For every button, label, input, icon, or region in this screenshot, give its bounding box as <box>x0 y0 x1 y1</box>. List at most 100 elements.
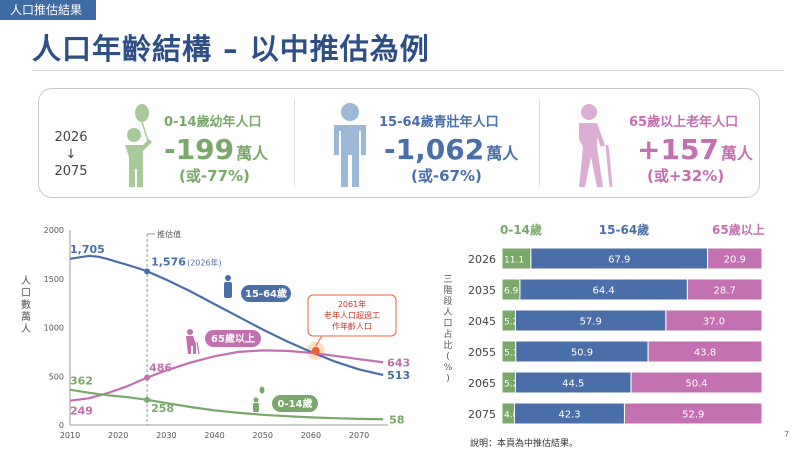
series-badge <box>272 395 318 412</box>
category-label: 2055 <box>468 346 496 359</box>
page-number: 7 <box>784 430 790 439</box>
bar-value-label: 6.9 <box>504 287 519 297</box>
y-tick-label: 0 <box>59 421 64 430</box>
category-label: 2065 <box>468 377 496 390</box>
bar-segment <box>686 278 763 301</box>
page-title: 人口年齡結構 – 以中推估為例 <box>32 32 430 66</box>
footnote: 說明：本頁為中推估結果。 <box>470 439 579 449</box>
y-tick-label: 2000 <box>44 226 64 235</box>
series-badge-label: 0-14歲 <box>277 397 312 410</box>
bar-value-label: 44.5 <box>562 379 584 390</box>
value-label: 362 <box>70 375 93 388</box>
y-tick-label: 500 <box>49 372 64 381</box>
y-axis-label-char: ( <box>446 352 450 362</box>
x-tick-label: 2010 <box>60 431 80 440</box>
value-sublabel: (2026年) <box>187 257 222 267</box>
series-line <box>69 349 384 402</box>
series-badge-label: 15-64歲 <box>245 287 287 300</box>
series-badge <box>205 330 261 347</box>
bar-value-label: 28.7 <box>714 286 736 297</box>
child-head-icon <box>253 397 259 403</box>
x-tick-label: 2050 <box>253 431 273 440</box>
group-elderly-name: 65歲以上老年人口 <box>629 115 739 130</box>
estimate-marker-label: 推估值 <box>157 229 181 239</box>
value-label: 643 <box>387 356 410 369</box>
crossover-point <box>311 346 320 355</box>
title-divider <box>32 70 784 71</box>
y-axis-label-char: 人 <box>21 275 31 287</box>
crossover-callout-text: 作年齡人口 <box>332 321 372 331</box>
value-label: 513 <box>387 369 410 382</box>
value-label: 1,705 <box>70 243 105 256</box>
bar-value-label: 52.9 <box>682 410 704 421</box>
group-children-value: -199 萬人 <box>164 133 269 166</box>
y-axis-label-char: 人 <box>443 307 452 318</box>
value-label: 249 <box>70 405 93 418</box>
panel-divider <box>539 99 540 187</box>
group-working-name: 15-64歲青壯年人口 <box>379 115 499 130</box>
child-balloon-icon <box>125 104 152 187</box>
x-tick-label: 2040 <box>204 431 224 440</box>
bar-value-label: 50.9 <box>571 348 593 359</box>
population-line-chart: 0 500 1000 1500 2000 2010 2020 2030 2040 2050 2060… <box>21 226 410 440</box>
group-working-value: -1,062 萬人 <box>384 133 519 166</box>
child-balloon-icon <box>259 386 265 394</box>
elderly-head-icon <box>187 329 193 335</box>
group-children-name: 0-14歲幼年人口 <box>164 115 262 130</box>
category-label: 2026 <box>468 253 496 266</box>
value-label: 258 <box>151 402 174 415</box>
panel-divider <box>294 99 295 187</box>
elderly-cane-icon <box>579 104 613 188</box>
crossover-callout-text: 老年人口超過工 <box>324 310 380 320</box>
bar-value-label: 4.8 <box>504 411 519 421</box>
value-label: 486 <box>149 362 172 375</box>
adult-head-icon <box>225 275 231 281</box>
crossover-callout-box <box>307 294 397 337</box>
x-tick-label: 2070 <box>349 431 369 440</box>
y-axis-label-char: 段 <box>443 295 452 307</box>
bar-value-label: 57.9 <box>580 317 602 328</box>
bar-segment <box>630 371 763 394</box>
bar-segment <box>623 402 763 425</box>
y-tick-label: 1000 <box>44 324 64 333</box>
year-from: 2026 <box>54 130 88 145</box>
arrow-down-icon: ↓ <box>65 147 77 162</box>
value-label: 58 <box>389 413 404 426</box>
y-axis-label-char: 三 <box>443 275 452 285</box>
bar-segment <box>665 309 763 332</box>
summary-panel: 2026 ↓ 2075 0-14歲幼年人口 -199 萬人 (或-77%) 15-… <box>38 88 760 198</box>
bar-segment <box>707 247 763 270</box>
child-body-icon <box>253 403 259 412</box>
y-axis-label-char: 階 <box>443 285 452 296</box>
value-label: 1,576 <box>151 255 186 268</box>
legend-label: 65歲以上 <box>712 222 765 237</box>
x-tick-label: 2060 <box>301 431 321 440</box>
year-range: 2026 ↓ 2075 <box>53 129 89 180</box>
y-axis-label-char: ) <box>446 374 450 384</box>
y-axis-label-char: 數 <box>21 298 31 311</box>
y-axis-label-char: 口 <box>21 288 31 299</box>
x-tick-label: 2020 <box>108 431 128 440</box>
legend-label: 15-64歲 <box>599 222 649 237</box>
adult-person-icon <box>334 103 366 187</box>
bar-value-label: 5.2 <box>504 380 518 390</box>
bar-value-label: 5.3 <box>504 349 518 359</box>
elderly-body-icon <box>186 336 196 354</box>
y-axis-label-char: 口 <box>443 319 452 329</box>
estimate-point <box>144 396 151 403</box>
category-label: 2045 <box>468 315 496 328</box>
crossover-callout-text: 2061年 <box>338 299 366 309</box>
category-label: 2075 <box>468 408 496 421</box>
group-elderly-value: +157 萬人 <box>637 133 753 166</box>
bar-value-label: 50.4 <box>685 379 707 390</box>
section-tag: 人口推估結果 <box>0 0 97 20</box>
elderly-cane-icon <box>196 341 200 355</box>
bar-segment <box>647 340 763 363</box>
group-elderly-pct: (或+32%) <box>647 167 725 185</box>
bar-value-label: 37.0 <box>703 317 725 328</box>
bar-value-label: 11.1 <box>504 256 524 266</box>
year-to: 2075 <box>54 164 88 179</box>
x-tick-label: 2030 <box>156 431 176 440</box>
series-badge <box>241 285 291 302</box>
